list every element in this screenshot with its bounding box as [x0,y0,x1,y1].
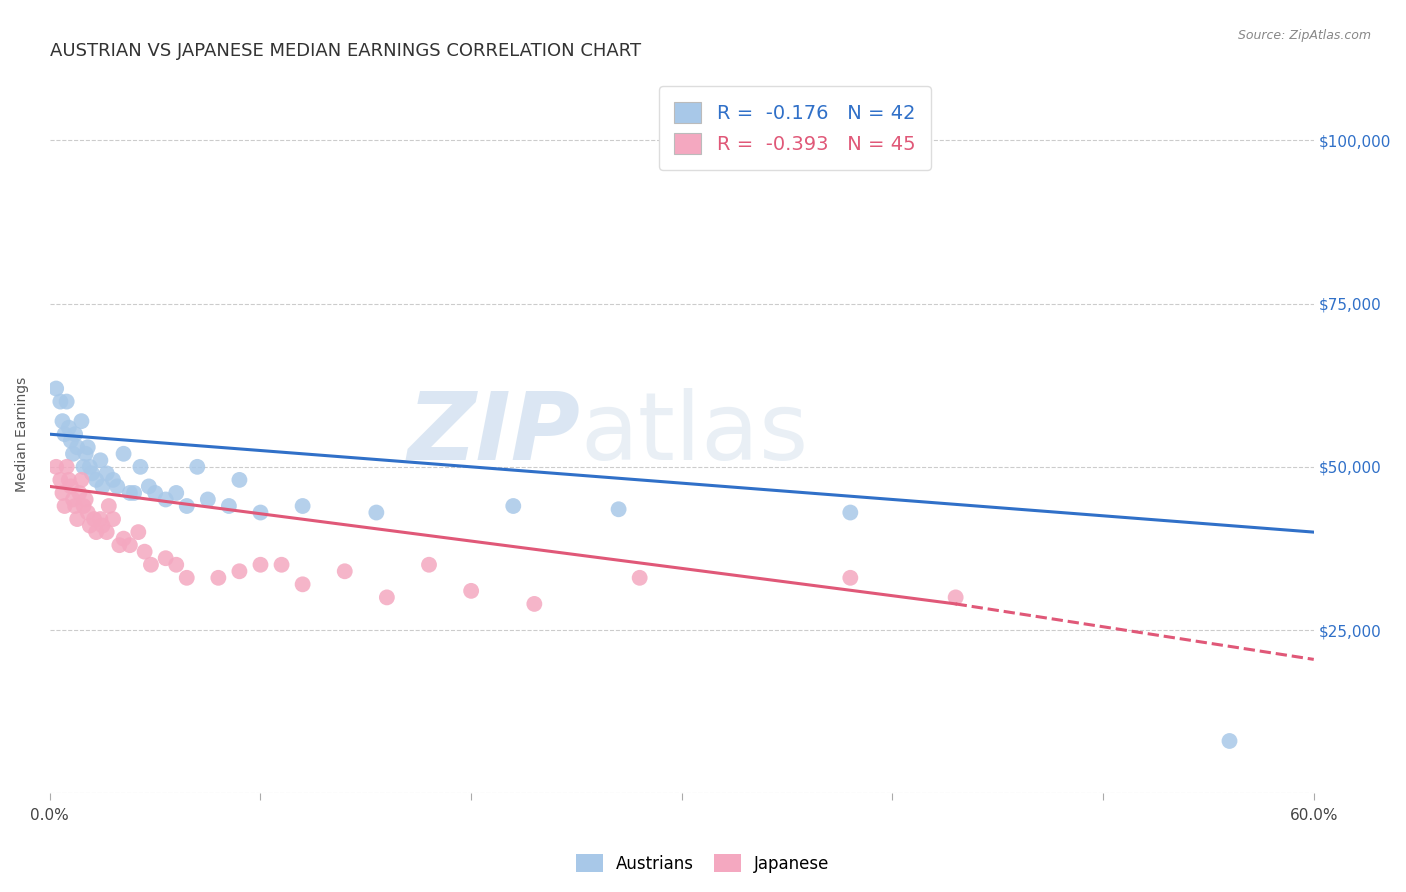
Point [70,414,93,428]
Point [58,473,80,487]
Legend: Austrians, Japanese: Austrians, Japanese [569,847,837,880]
Point [155,551,177,566]
Point [249,506,271,520]
Point [502,499,524,513]
Point [291,577,314,591]
Point [63,427,86,442]
Point [45,382,67,396]
Point [75,492,97,507]
Point [84,473,107,487]
Point [101,473,124,487]
Point [108,538,131,552]
Point [228,564,250,578]
Point [218,499,240,513]
Point [51,414,73,428]
Point [72,499,94,513]
Point [118,538,141,552]
Point [91,479,114,493]
Point [51,486,73,500]
Point [176,499,198,513]
Point [45,459,67,474]
Point [49,473,72,487]
Point [207,571,229,585]
Point [228,473,250,487]
Text: atlas: atlas [581,388,808,480]
Point [129,459,152,474]
Point [101,512,124,526]
Point [72,459,94,474]
Point [249,558,271,572]
Point [176,571,198,585]
Point [76,506,98,520]
Point [607,502,630,516]
Point [59,434,82,448]
Point [66,512,89,526]
Point [79,518,101,533]
Point [55,394,77,409]
Point [460,583,482,598]
Y-axis label: Median Earnings: Median Earnings [15,376,30,491]
Legend: R =  -0.176   N = 42, R =  -0.393   N = 45: R = -0.176 N = 42, R = -0.393 N = 45 [658,87,931,169]
Point [105,479,128,493]
Point [333,564,356,578]
Point [76,440,98,454]
Point [62,447,84,461]
Point [59,479,82,493]
Point [186,459,208,474]
Point [1218,734,1240,748]
Text: AUSTRIAN VS JAPANESE MEDIAN EARNINGS CORRELATION CHART: AUSTRIAN VS JAPANESE MEDIAN EARNINGS COR… [49,42,641,60]
Point [139,558,162,572]
Point [62,492,84,507]
Text: Source: ZipAtlas.com: Source: ZipAtlas.com [1237,29,1371,42]
Point [839,571,862,585]
Point [270,558,292,572]
Point [91,518,114,533]
Point [75,447,97,461]
Point [79,459,101,474]
Point [53,427,76,442]
Point [70,473,93,487]
Point [122,486,145,500]
Point [628,571,651,585]
Point [127,525,149,540]
Point [165,486,187,500]
Point [63,499,86,513]
Point [138,479,160,493]
Point [66,440,89,454]
Point [58,420,80,434]
Text: ZIP: ZIP [408,388,581,480]
Point [291,499,314,513]
Point [96,525,118,540]
Point [49,394,72,409]
Point [80,467,103,481]
Point [83,512,105,526]
Point [839,506,862,520]
Point [84,525,107,540]
Point [143,486,166,500]
Point [945,591,967,605]
Point [375,591,398,605]
Point [134,544,156,558]
Point [418,558,440,572]
Point [118,486,141,500]
Point [55,459,77,474]
Point [96,467,118,481]
Point [523,597,546,611]
Point [97,499,120,513]
Point [197,492,219,507]
Point [366,506,388,520]
Point [155,492,177,507]
Point [112,532,135,546]
Point [89,512,111,526]
Point [165,558,187,572]
Point [112,447,135,461]
Point [67,486,90,500]
Point [89,453,111,467]
Point [53,499,76,513]
